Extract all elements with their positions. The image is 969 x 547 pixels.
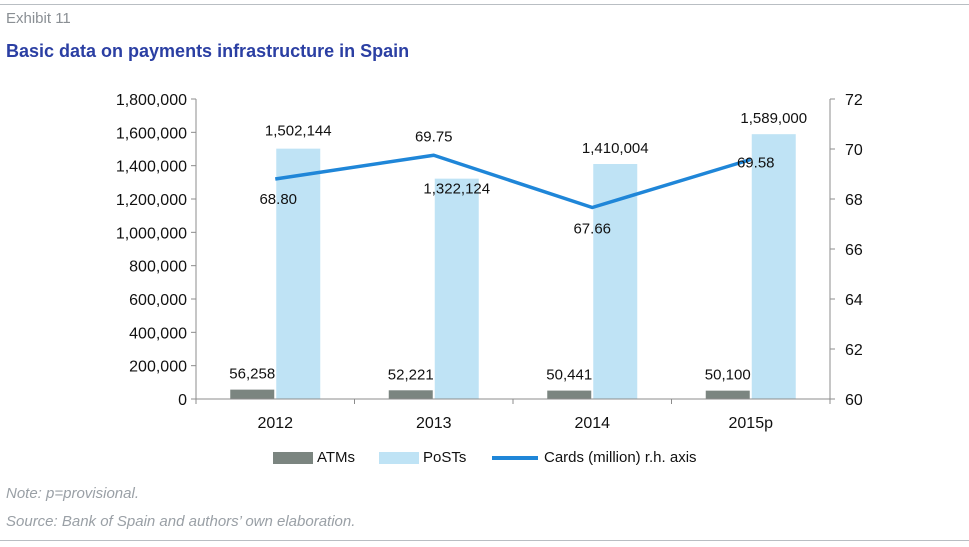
exhibit-number: Exhibit 11 [6,10,71,27]
x-tick-label: 2015p [729,415,774,432]
top-rule [0,4,969,5]
y-right-tick-label: 68 [845,192,863,209]
legend-label-posts: PoSTs [423,449,467,466]
cards-line [274,153,752,210]
x-tick-label: 2014 [574,415,610,432]
atm-bar [230,389,275,399]
atm-value-label: 56,258 [229,366,275,383]
source-note: Source: Bank of Spain and authors’ own e… [6,513,356,530]
y-right-tick-label: 70 [845,142,863,159]
y-right-tick-label: 60 [845,392,863,409]
atm-bar [705,390,750,399]
y-left-tick-label: 1,400,000 [116,159,187,176]
legend-item-atms: ATMs [273,449,355,466]
atm-bar [547,390,592,399]
bottom-rule [0,540,969,541]
y-left-tick-label: 1,000,000 [116,225,187,242]
provisional-note: Note: p=provisional. [6,485,139,502]
y-left-tick-label: 600,000 [129,292,187,309]
y-left-tick-label: 400,000 [129,325,187,342]
x-tick-label: 2012 [257,415,293,432]
atms-swatch [273,451,313,464]
atm-value-label: 52,221 [388,366,434,383]
x-tick-label: 2013 [416,415,452,432]
atm-value-label: 50,100 [705,367,751,384]
y-left-tick-label: 200,000 [129,359,187,376]
y-right-tick-label: 64 [845,292,863,309]
cards-value-label: 69.75 [415,128,453,145]
y-left-tick-label: 0 [178,392,187,409]
y-left-tick-label: 800,000 [129,259,187,276]
cards-swatch [492,455,538,460]
post-bar [434,178,479,399]
cards-value-label: 68.80 [259,191,297,208]
posts-swatch [379,451,419,464]
chart-area: 0 200,000 400,000 600,000 800,000 1,000,000 1,… [116,92,863,432]
y-left-tick-label: 1,800,000 [116,92,187,109]
chart-legend: ATMs PoSTs Cards (million) r.h. axis [0,449,969,471]
post-value-label: 1,589,000 [740,110,807,127]
cards-value-label: 69.58 [737,155,775,172]
legend-label-atms: ATMs [317,449,356,466]
post-value-label: 1,410,004 [582,140,649,157]
legend-label-cards: Cards (million) r.h. axis [544,449,697,466]
y-right-tick-label: 62 [845,342,863,359]
post-value-label: 1,502,144 [265,123,332,140]
y-right-tick-label: 66 [845,242,863,259]
cards-value-label: 67.66 [573,221,611,238]
chart-title: Basic data on payments infrastructure in… [6,41,410,61]
y-left-tick-label: 1,600,000 [116,125,187,142]
post-bar [276,148,321,399]
y-left-tick-label: 1,200,000 [116,192,187,209]
post-value-label: 1,322,124 [423,180,490,197]
post-bar [751,134,796,399]
atm-bar [388,390,433,399]
legend-item-posts: PoSTs [379,449,466,466]
atm-value-label: 50,441 [546,367,592,384]
y-right-tick-label: 72 [845,92,863,109]
legend-item-cards: Cards (million) r.h. axis [492,449,697,466]
